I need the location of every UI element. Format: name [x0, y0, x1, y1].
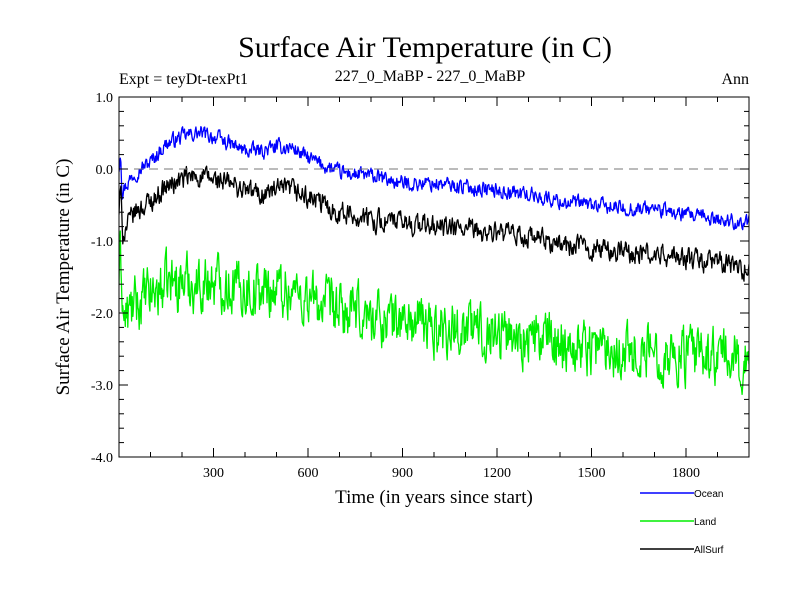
y-tick-label: -4.0: [91, 451, 113, 466]
y-axis-label: Surface Air Temperature (in C): [53, 159, 74, 396]
x-tick-label: 900: [392, 466, 413, 481]
period-label: Ann: [721, 71, 749, 88]
plot-area: 1.0 0.0 -1.0 -2.0 -3.0 -4.0 300 600 900 1200 1500 1…: [91, 91, 750, 481]
x-tick-label: 300: [203, 466, 224, 481]
axis-ticks: 1.0 0.0 -1.0 -2.0 -3.0 -4.0 300 600 900 1200 1500 1…: [91, 91, 749, 481]
legend-label-land: Land: [694, 517, 716, 528]
legend: Ocean Land AllSurf: [640, 489, 724, 556]
comparison-label: 227_0_MaBP - 227_0_MaBP: [335, 68, 526, 85]
chart-title: Surface Air Temperature (in C): [238, 31, 612, 64]
legend-label-allsurf: AllSurf: [694, 545, 724, 556]
series-layer: [119, 125, 749, 396]
y-tick-label: -2.0: [91, 307, 113, 322]
x-tick-label: 1800: [672, 466, 700, 481]
legend-label-ocean: Ocean: [694, 489, 723, 500]
y-tick-label: -3.0: [91, 379, 113, 394]
plot-frame: [118, 96, 750, 458]
series-line-allsurf: [119, 165, 749, 282]
x-tick-label: 600: [298, 466, 319, 481]
y-tick-label: 0.0: [96, 163, 114, 178]
x-axis-label: Time (in years since start): [335, 487, 533, 508]
experiment-label: Expt = teyDt-texPt1: [119, 71, 248, 88]
series-line-ocean: [119, 125, 749, 231]
x-tick-label: 1200: [483, 466, 511, 481]
y-tick-label: -1.0: [91, 235, 113, 250]
x-tick-label: 1500: [578, 466, 606, 481]
y-tick-label: 1.0: [96, 91, 114, 106]
series-line-land: [119, 230, 749, 396]
